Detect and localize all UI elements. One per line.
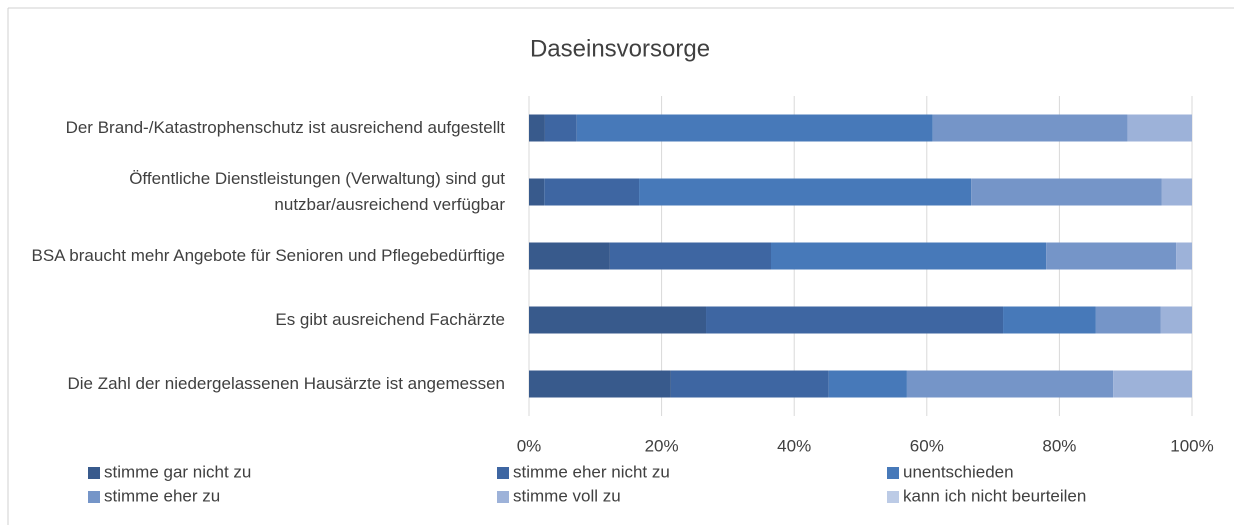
- legend-swatch: [497, 467, 509, 479]
- bar-segment: [1046, 242, 1177, 270]
- bar-segment: [529, 370, 671, 398]
- x-tick-label: 40%: [777, 436, 811, 455]
- legend-label: stimme eher nicht zu: [513, 462, 670, 481]
- x-tick-label: 80%: [1042, 436, 1076, 455]
- bar-segment: [906, 370, 1114, 398]
- bar-segment: [1127, 114, 1192, 142]
- bar-segment: [529, 114, 545, 142]
- bar-segment: [1161, 178, 1192, 206]
- bar-segment: [609, 242, 771, 270]
- legend-swatch: [887, 491, 899, 503]
- x-tick-label: 100%: [1170, 436, 1213, 455]
- category-label: Die Zahl der niedergelassenen Hausärzte …: [67, 374, 505, 393]
- bar-segment: [770, 242, 1047, 270]
- bar-segment: [576, 114, 933, 142]
- bar-segment: [932, 114, 1128, 142]
- bar-segment: [544, 178, 640, 206]
- legend-swatch: [887, 467, 899, 479]
- legend-swatch: [88, 467, 100, 479]
- category-label: BSA braucht mehr Angebote für Senioren u…: [31, 246, 506, 265]
- bar-segment: [706, 306, 1004, 334]
- legend-swatch: [497, 491, 509, 503]
- bar-segment: [1095, 306, 1161, 334]
- bar-segment: [828, 370, 907, 398]
- bar-segment: [670, 370, 829, 398]
- bar-segment: [544, 114, 577, 142]
- bar-segment: [529, 242, 610, 270]
- x-tick-label: 60%: [910, 436, 944, 455]
- x-tick-label: 0%: [517, 436, 542, 455]
- category-label: Es gibt ausreichend Fachärzte: [275, 310, 505, 329]
- bar-segment: [971, 178, 1162, 206]
- x-tick-label: 20%: [645, 436, 679, 455]
- legend-label: unentschieden: [903, 462, 1014, 481]
- bar-segment: [1113, 370, 1192, 398]
- legend-label: stimme voll zu: [513, 486, 621, 505]
- legend-label: stimme eher zu: [104, 486, 220, 505]
- bar-segment: [529, 178, 545, 206]
- category-label: Öffentliche Dienstleistungen (Verwaltung…: [129, 169, 505, 214]
- bar-segment: [1176, 242, 1192, 270]
- bar-segment: [1160, 306, 1192, 334]
- bar-segment: [639, 178, 972, 206]
- legend-label: kann ich nicht beurteilen: [903, 486, 1086, 505]
- legend-label: stimme gar nicht zu: [104, 462, 251, 481]
- bar-segment: [529, 306, 707, 334]
- bar-segment: [1003, 306, 1096, 334]
- legend-swatch: [88, 491, 100, 503]
- chart-title: Daseinsvorsorge: [530, 35, 710, 62]
- category-label: Der Brand-/Katastrophenschutz ist ausrei…: [65, 118, 505, 137]
